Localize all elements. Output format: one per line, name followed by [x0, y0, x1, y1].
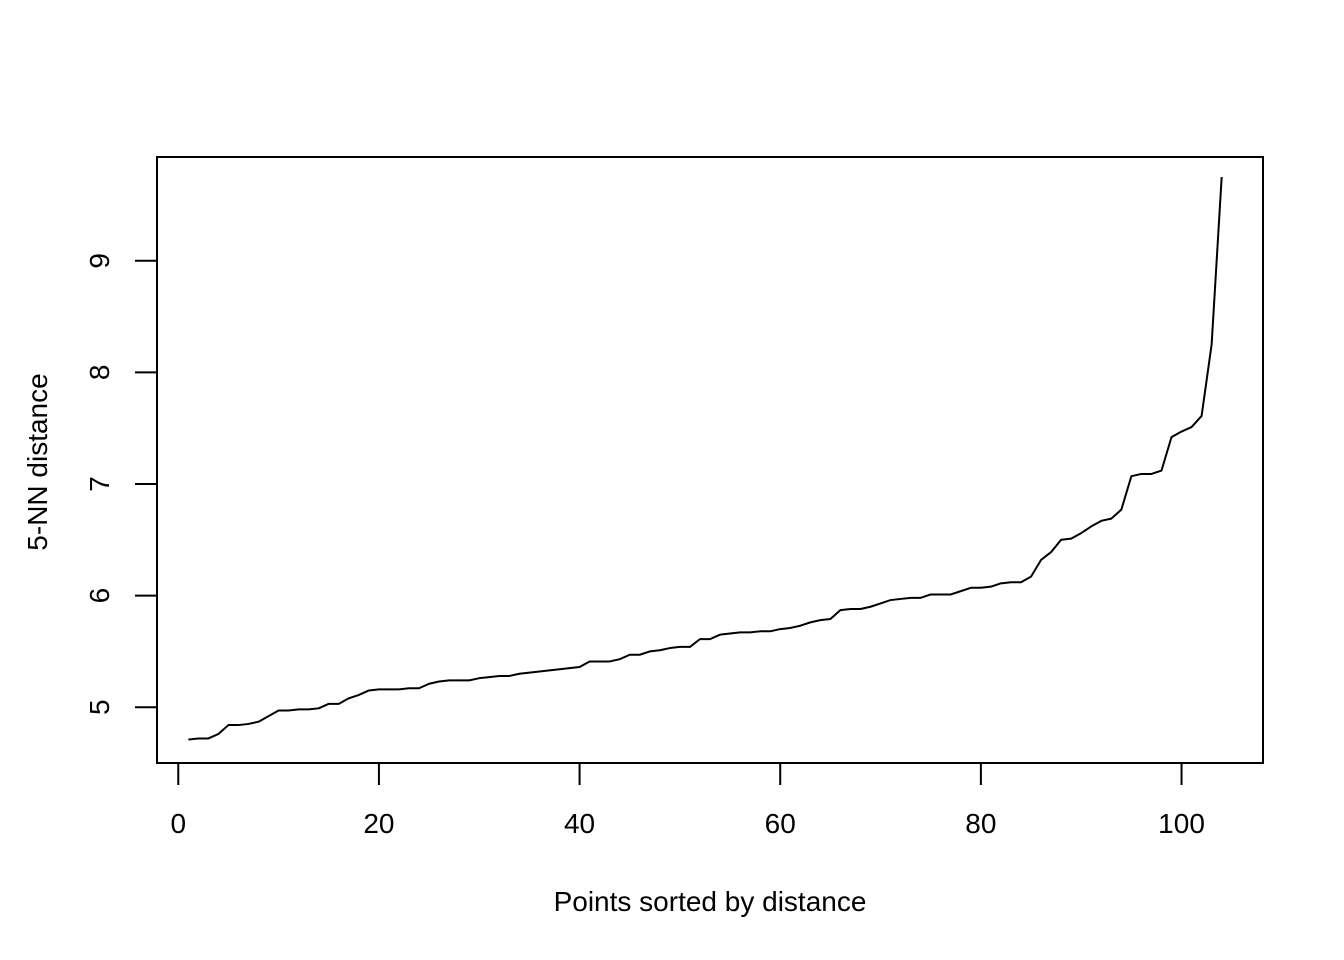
x-tick-label: 40 [564, 808, 595, 839]
y-tick-label: 8 [84, 365, 115, 381]
x-tick-label: 100 [1158, 808, 1205, 839]
x-axis-label: Points sorted by distance [554, 886, 867, 917]
series-line [188, 177, 1223, 741]
x-tick-label: 60 [765, 808, 796, 839]
x-tick-label: 20 [363, 808, 394, 839]
y-tick-label: 5 [84, 699, 115, 715]
plot-frame [156, 156, 1264, 764]
y-tick-label: 9 [84, 253, 115, 269]
y-tick-label: 7 [84, 476, 115, 492]
y-tick-label: 6 [84, 588, 115, 604]
x-tick-label: 80 [965, 808, 996, 839]
y-axis: 5 6 7 8 9 [84, 253, 158, 715]
x-axis: 0 20 40 60 80 100 [170, 762, 1205, 839]
y-axis-label: 5-NN distance [22, 373, 53, 550]
x-tick-label: 0 [170, 808, 186, 839]
